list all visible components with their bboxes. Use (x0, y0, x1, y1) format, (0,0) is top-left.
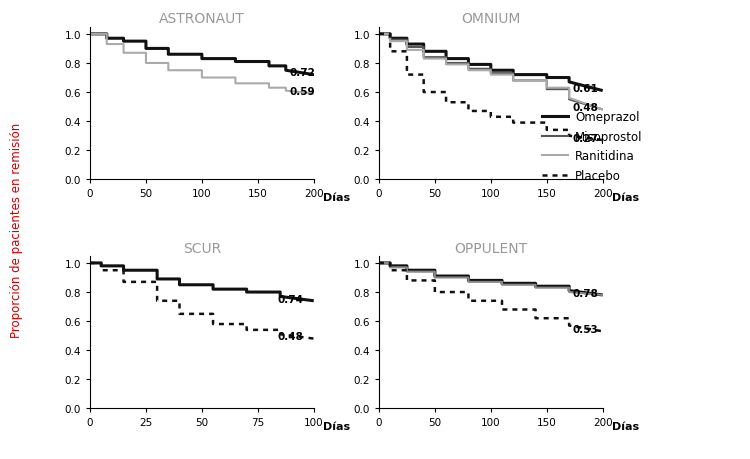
Text: Días: Días (322, 193, 350, 203)
Text: 0.61: 0.61 (572, 84, 598, 94)
Text: Días: Días (322, 421, 350, 431)
Text: 0.48: 0.48 (572, 103, 598, 113)
Text: 0.53: 0.53 (572, 325, 598, 335)
Text: 0.59: 0.59 (290, 87, 315, 97)
Text: 0.74: 0.74 (278, 294, 304, 304)
Text: Días: Días (612, 193, 639, 203)
Legend: Omeprazol, Misoprostol, Ranitidina, Placebo: Omeprazol, Misoprostol, Ranitidina, Plac… (542, 111, 643, 183)
Title: OPPULENT: OPPULENT (454, 241, 527, 255)
Text: Días: Días (612, 421, 639, 431)
Text: 0.78: 0.78 (572, 288, 598, 298)
Text: Proporción de pacientes en remisión: Proporción de pacientes en remisión (10, 122, 23, 337)
Title: ASTRONAUT: ASTRONAUT (159, 12, 244, 26)
Title: OMNIUM: OMNIUM (461, 12, 520, 26)
Text: 0.27: 0.27 (572, 134, 598, 144)
Title: SCUR: SCUR (183, 241, 221, 255)
Text: 0.72: 0.72 (290, 68, 315, 78)
Text: 0.48: 0.48 (278, 332, 304, 341)
